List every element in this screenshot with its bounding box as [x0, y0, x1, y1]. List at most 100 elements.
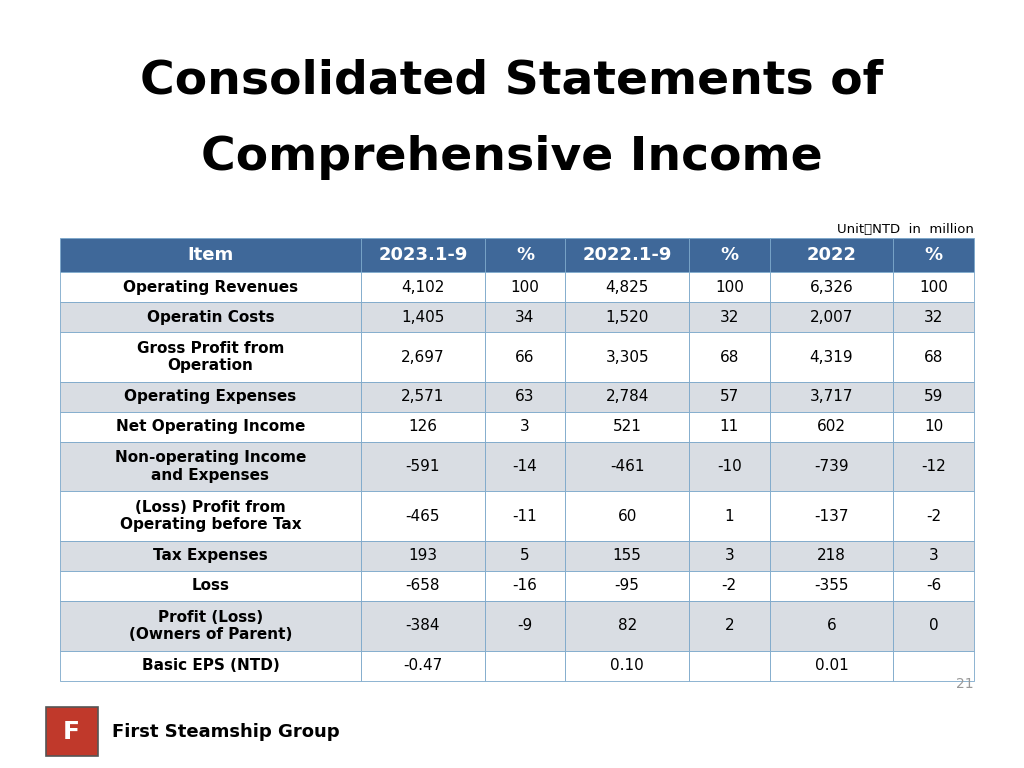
- Bar: [565, 273, 689, 303]
- Text: -384: -384: [406, 618, 440, 634]
- Bar: [484, 303, 565, 333]
- Text: 68: 68: [924, 349, 943, 365]
- Text: -6: -6: [926, 578, 941, 594]
- Text: Consolidated Statements of: Consolidated Statements of: [140, 58, 884, 103]
- Bar: [689, 571, 770, 601]
- Text: 82: 82: [617, 618, 637, 634]
- Text: 2: 2: [725, 618, 734, 634]
- Bar: [484, 382, 565, 412]
- Text: 193: 193: [409, 548, 437, 564]
- Text: 3: 3: [929, 548, 939, 564]
- Text: -0.47: -0.47: [403, 658, 442, 673]
- Text: -10: -10: [717, 459, 741, 474]
- Bar: [361, 492, 484, 541]
- Text: 34: 34: [515, 310, 535, 325]
- Text: 521: 521: [612, 419, 642, 435]
- Bar: [46, 707, 98, 756]
- Bar: [59, 601, 361, 650]
- Bar: [484, 492, 565, 541]
- Text: Loss: Loss: [191, 578, 229, 594]
- Bar: [361, 238, 484, 273]
- Text: 100: 100: [920, 280, 948, 295]
- Text: 5: 5: [520, 548, 529, 564]
- Text: %: %: [720, 246, 738, 264]
- Text: -2: -2: [722, 578, 737, 594]
- Bar: [689, 650, 770, 680]
- Bar: [893, 492, 974, 541]
- Bar: [484, 333, 565, 382]
- Bar: [770, 238, 893, 273]
- Bar: [361, 303, 484, 333]
- Bar: [565, 303, 689, 333]
- Text: 60: 60: [617, 508, 637, 524]
- Bar: [565, 650, 689, 680]
- Text: 59: 59: [924, 389, 943, 405]
- Text: Tax Expenses: Tax Expenses: [153, 548, 268, 564]
- Text: -591: -591: [406, 459, 440, 474]
- Bar: [565, 333, 689, 382]
- Text: First Steamship Group: First Steamship Group: [112, 723, 340, 740]
- Bar: [484, 650, 565, 680]
- Bar: [770, 442, 893, 492]
- Text: 100: 100: [715, 280, 743, 295]
- Text: F: F: [63, 720, 80, 743]
- Bar: [565, 541, 689, 571]
- Text: 2,697: 2,697: [401, 349, 444, 365]
- Bar: [361, 571, 484, 601]
- Text: -2: -2: [926, 508, 941, 524]
- Text: 57: 57: [720, 389, 739, 405]
- Text: 3,305: 3,305: [605, 349, 649, 365]
- Text: 32: 32: [720, 310, 739, 325]
- Bar: [59, 571, 361, 601]
- Text: Comprehensive Income: Comprehensive Income: [201, 135, 823, 180]
- Text: Profit (Loss)
(Owners of Parent): Profit (Loss) (Owners of Parent): [129, 610, 292, 642]
- Text: -12: -12: [922, 459, 946, 474]
- Text: Operating Revenues: Operating Revenues: [123, 280, 298, 295]
- Bar: [689, 601, 770, 650]
- Text: %: %: [925, 246, 943, 264]
- Text: -461: -461: [610, 459, 644, 474]
- Text: 602: 602: [817, 419, 846, 435]
- Bar: [484, 412, 565, 442]
- Bar: [689, 333, 770, 382]
- Text: 6,326: 6,326: [810, 280, 853, 295]
- Text: 2023.1-9: 2023.1-9: [378, 246, 468, 264]
- Bar: [565, 382, 689, 412]
- Bar: [361, 412, 484, 442]
- Bar: [893, 238, 974, 273]
- Bar: [565, 601, 689, 650]
- Text: -11: -11: [513, 508, 538, 524]
- Bar: [770, 650, 893, 680]
- Text: 10: 10: [924, 419, 943, 435]
- Text: 4,319: 4,319: [810, 349, 853, 365]
- Text: 66: 66: [515, 349, 535, 365]
- Text: 0.01: 0.01: [815, 658, 848, 673]
- Bar: [893, 442, 974, 492]
- Text: %: %: [516, 246, 535, 264]
- Text: (Loss) Profit from
Operating before Tax: (Loss) Profit from Operating before Tax: [120, 500, 301, 532]
- Bar: [893, 333, 974, 382]
- Bar: [689, 442, 770, 492]
- Text: Net Operating Income: Net Operating Income: [116, 419, 305, 435]
- Text: 3,717: 3,717: [810, 389, 853, 405]
- Bar: [893, 412, 974, 442]
- Text: 126: 126: [409, 419, 437, 435]
- Text: -9: -9: [517, 618, 532, 634]
- Text: 3: 3: [724, 548, 734, 564]
- Text: 11: 11: [720, 419, 739, 435]
- Bar: [893, 601, 974, 650]
- Text: 2,784: 2,784: [605, 389, 649, 405]
- Bar: [565, 442, 689, 492]
- Bar: [770, 541, 893, 571]
- Text: 0: 0: [929, 618, 938, 634]
- Text: 218: 218: [817, 548, 846, 564]
- Bar: [689, 492, 770, 541]
- Text: 4,825: 4,825: [605, 280, 649, 295]
- Text: Non-operating Income
and Expenses: Non-operating Income and Expenses: [115, 451, 306, 483]
- Bar: [689, 273, 770, 303]
- Text: Item: Item: [187, 246, 233, 264]
- Text: -16: -16: [513, 578, 538, 594]
- Text: 2022: 2022: [807, 246, 856, 264]
- Bar: [770, 492, 893, 541]
- Bar: [484, 571, 565, 601]
